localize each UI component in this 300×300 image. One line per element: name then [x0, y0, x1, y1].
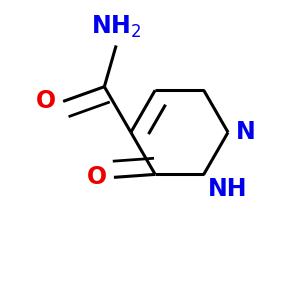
Text: N: N: [236, 120, 255, 144]
Text: O: O: [36, 89, 56, 113]
Text: NH: NH: [208, 177, 248, 201]
Text: O: O: [86, 165, 106, 189]
Text: NH$_2$: NH$_2$: [91, 14, 141, 40]
